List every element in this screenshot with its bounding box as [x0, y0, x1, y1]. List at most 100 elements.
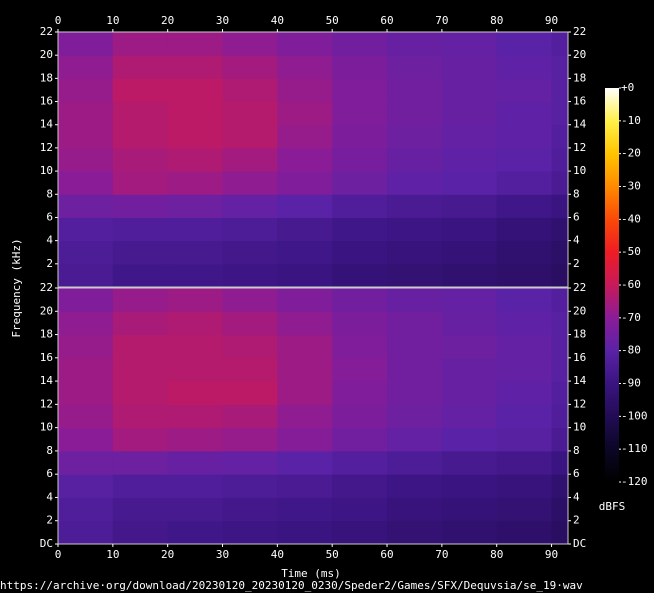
heat-cell: [387, 334, 443, 359]
heat-cell: [441, 171, 498, 195]
heat-cell: [332, 101, 388, 126]
heat-cell: [58, 171, 114, 195]
heat-cell: [551, 194, 569, 218]
heat-cell: [112, 288, 169, 312]
heat-cell: [551, 217, 569, 242]
y-tick-label: 22: [40, 25, 53, 38]
heat-cell: [496, 334, 553, 359]
heat-cell: [277, 55, 333, 79]
heat-cell: [222, 520, 278, 545]
heat-cell: [112, 147, 169, 172]
heat-cell: [112, 404, 169, 429]
heat-cell: [332, 240, 388, 265]
heat-cell: [387, 381, 443, 405]
y-tick-label: 4: [46, 234, 53, 247]
y-tick-label: 2: [46, 514, 53, 527]
heat-cell: [441, 217, 498, 242]
heat-cell: [387, 124, 443, 149]
heat-cell: [441, 101, 498, 126]
heat-cell: [167, 217, 224, 242]
heat-cell: [222, 450, 278, 475]
y-tick-label: 18: [40, 328, 53, 341]
heat-cell: [496, 474, 553, 498]
heat-cell: [167, 78, 224, 103]
x-axis-label: Time (ms): [281, 567, 341, 580]
heat-cell: [551, 147, 569, 172]
heat-cell: [441, 194, 498, 218]
heat-cell: [551, 124, 569, 149]
heat-cell: [441, 357, 498, 382]
heat-cell: [112, 171, 169, 195]
heat-cell: [58, 427, 114, 452]
y-tick-label: 18: [573, 328, 586, 341]
heat-cell: [551, 381, 569, 405]
colorbar-label: dBFS: [599, 500, 626, 513]
heat-cell: [387, 263, 443, 288]
y-tick-label: 16: [573, 95, 586, 108]
y-tick-label: 10: [40, 421, 53, 434]
y-tick-label: 18: [573, 71, 586, 84]
heat-cell: [277, 450, 333, 475]
x-tick-label: 60: [380, 548, 393, 561]
heat-cell: [167, 288, 224, 312]
heat-cell: [387, 194, 443, 218]
panel-border: [57, 31, 569, 288]
y-tick-label: 8: [573, 187, 580, 200]
heat-cell: [332, 311, 388, 336]
colorbar-tick-label: -40: [621, 212, 641, 225]
y-tick-label: 14: [573, 374, 587, 387]
heat-cell: [496, 427, 553, 452]
heat-cell: [277, 427, 333, 452]
heat-cell: [222, 357, 278, 382]
heat-cell: [332, 32, 388, 56]
heat-cell: [496, 240, 553, 265]
y-tick-label: 14: [573, 118, 587, 131]
heat-cell: [496, 217, 553, 242]
heat-cell: [167, 124, 224, 149]
heat-cell: [441, 240, 498, 265]
heat-cell: [112, 194, 169, 218]
heat-cell: [332, 334, 388, 359]
heat-cell: [496, 311, 553, 336]
heat-cell: [167, 474, 224, 498]
heat-cell: [332, 263, 388, 288]
y-tick-label: 12: [573, 141, 586, 154]
x-tick-label: 40: [271, 14, 284, 27]
heat-cell: [222, 474, 278, 498]
heat-cell: [167, 32, 224, 56]
y-tick-label: DC: [40, 537, 53, 550]
y-tick-label: 4: [573, 234, 580, 247]
heat-cell: [551, 334, 569, 359]
heat-cell: [222, 427, 278, 452]
heat-cell: [58, 78, 114, 103]
x-tick-label: 10: [106, 548, 119, 561]
x-tick-label: 70: [435, 14, 448, 27]
heat-cell: [441, 263, 498, 288]
heat-cell: [496, 78, 553, 103]
y-tick-label: 8: [46, 444, 53, 457]
footer: https://archive·org/download/20230120_20…: [0, 579, 583, 592]
heat-cell: [441, 381, 498, 405]
heat-cell: [387, 520, 443, 545]
y-tick-label: 22: [573, 25, 586, 38]
colorbar-tick-label: -60: [621, 278, 641, 291]
heat-cell: [58, 404, 114, 429]
heat-cell: [58, 240, 114, 265]
heat-cell: [112, 450, 169, 475]
x-tick-label: 70: [435, 548, 448, 561]
heat-cell: [496, 404, 553, 429]
heat-cell: [58, 32, 114, 56]
heat-cell: [551, 357, 569, 382]
heat-cell: [277, 404, 333, 429]
x-tick-label: 0: [55, 14, 62, 27]
heat-cell: [441, 427, 498, 452]
heat-cell: [441, 520, 498, 545]
heat-cell: [441, 404, 498, 429]
heat-cell: [58, 147, 114, 172]
heat-cell: [496, 520, 553, 545]
y-tick-label: 6: [573, 210, 580, 223]
y-tick-label: 6: [46, 467, 53, 480]
heat-cell: [387, 497, 443, 522]
heat-cell: [167, 171, 224, 195]
heat-cell: [277, 217, 333, 242]
